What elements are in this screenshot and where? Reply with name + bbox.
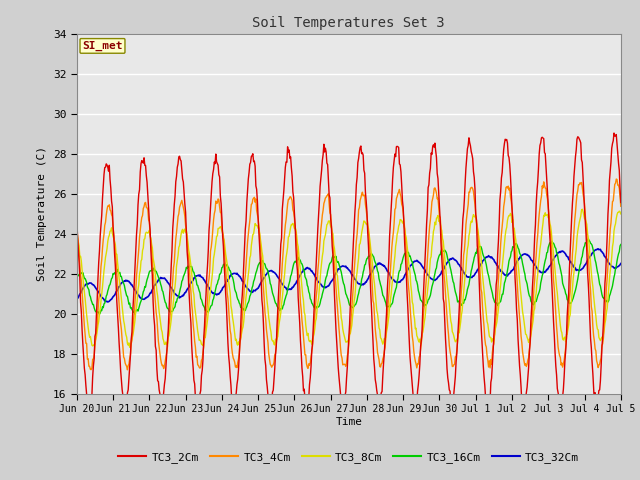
Title: Soil Temperatures Set 3: Soil Temperatures Set 3	[253, 16, 445, 30]
TC3_32Cm	[394, 279, 402, 285]
TC3_32Cm	[193, 273, 201, 278]
TC3_8Cm	[617, 211, 625, 217]
TC3_8Cm	[448, 321, 456, 327]
TC3_4Cm	[124, 367, 131, 372]
TC3_2Cm	[193, 401, 201, 407]
TC3_8Cm	[579, 206, 586, 212]
TC3_8Cm	[193, 321, 201, 327]
TC3_2Cm	[120, 405, 128, 411]
TC3_4Cm	[568, 267, 575, 273]
TC3_4Cm	[394, 191, 402, 196]
TC3_32Cm	[341, 264, 349, 269]
TC3_8Cm	[341, 336, 349, 342]
TC3_4Cm	[341, 362, 349, 368]
TC3_32Cm	[73, 296, 81, 302]
TC3_16Cm	[617, 241, 625, 247]
X-axis label: Time: Time	[335, 417, 362, 427]
Text: SI_met: SI_met	[82, 41, 123, 51]
TC3_4Cm	[216, 210, 224, 216]
Line: TC3_4Cm: TC3_4Cm	[77, 179, 621, 370]
TC3_8Cm	[394, 228, 402, 234]
TC3_16Cm	[73, 274, 81, 279]
TC3_16Cm	[448, 271, 456, 276]
TC3_16Cm	[341, 287, 349, 292]
TC3_2Cm	[216, 193, 224, 199]
TC3_32Cm	[104, 299, 111, 305]
TC3_4Cm	[73, 227, 81, 232]
TC3_4Cm	[617, 204, 625, 209]
TC3_8Cm	[216, 224, 224, 229]
TC3_8Cm	[73, 232, 81, 238]
TC3_2Cm	[568, 215, 575, 220]
TC3_2Cm	[341, 393, 349, 398]
TC3_4Cm	[448, 357, 456, 363]
Legend: TC3_2Cm, TC3_4Cm, TC3_8Cm, TC3_16Cm, TC3_32Cm: TC3_2Cm, TC3_4Cm, TC3_8Cm, TC3_16Cm, TC3…	[114, 447, 584, 467]
TC3_32Cm	[595, 246, 602, 252]
TC3_16Cm	[584, 236, 592, 241]
TC3_16Cm	[568, 299, 575, 305]
TC3_16Cm	[193, 282, 201, 288]
TC3_8Cm	[126, 345, 134, 350]
Line: TC3_8Cm: TC3_8Cm	[77, 209, 621, 348]
TC3_4Cm	[193, 353, 201, 359]
TC3_2Cm	[73, 216, 81, 221]
TC3_32Cm	[568, 261, 575, 267]
TC3_2Cm	[394, 144, 402, 150]
TC3_32Cm	[216, 289, 224, 295]
Y-axis label: Soil Temperature (C): Soil Temperature (C)	[37, 146, 47, 281]
Line: TC3_2Cm: TC3_2Cm	[77, 133, 621, 408]
TC3_16Cm	[216, 271, 224, 277]
TC3_4Cm	[612, 176, 620, 182]
TC3_2Cm	[448, 403, 456, 408]
TC3_2Cm	[617, 200, 625, 205]
Line: TC3_32Cm: TC3_32Cm	[77, 249, 621, 302]
TC3_16Cm	[95, 312, 103, 317]
TC3_2Cm	[610, 130, 618, 136]
Line: TC3_16Cm: TC3_16Cm	[77, 239, 621, 314]
TC3_8Cm	[568, 296, 575, 302]
TC3_16Cm	[394, 276, 402, 282]
TC3_32Cm	[617, 261, 625, 266]
TC3_32Cm	[448, 256, 456, 262]
